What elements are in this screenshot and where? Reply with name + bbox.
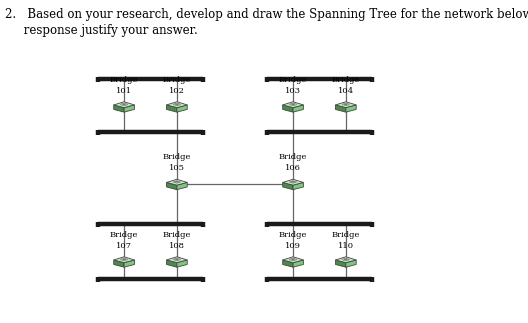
Text: 104: 104 <box>338 87 354 95</box>
Ellipse shape <box>292 181 294 182</box>
Polygon shape <box>346 105 356 112</box>
Text: response justify your answer.: response justify your answer. <box>5 24 198 37</box>
Ellipse shape <box>345 103 347 105</box>
Polygon shape <box>177 105 187 112</box>
Ellipse shape <box>123 104 125 106</box>
Ellipse shape <box>176 182 178 183</box>
Text: Bridge: Bridge <box>110 76 138 84</box>
Text: Bridge: Bridge <box>279 76 307 84</box>
Polygon shape <box>124 260 135 267</box>
Text: 107: 107 <box>116 242 132 250</box>
Text: 110: 110 <box>338 242 354 250</box>
Ellipse shape <box>292 259 294 261</box>
Polygon shape <box>166 257 187 263</box>
Ellipse shape <box>345 259 347 261</box>
Ellipse shape <box>346 104 349 105</box>
Ellipse shape <box>176 104 178 106</box>
Text: Bridge: Bridge <box>163 153 191 161</box>
Ellipse shape <box>176 259 178 261</box>
Text: Bridge: Bridge <box>279 231 307 239</box>
Polygon shape <box>166 260 177 267</box>
Text: 105: 105 <box>169 164 185 172</box>
Ellipse shape <box>345 104 347 106</box>
Text: 103: 103 <box>285 87 301 95</box>
Text: 2.   Based on your research, develop and draw the Spanning Tree for the network : 2. Based on your research, develop and d… <box>5 8 528 21</box>
Polygon shape <box>335 260 346 267</box>
Polygon shape <box>346 260 356 267</box>
Polygon shape <box>282 179 304 185</box>
Ellipse shape <box>343 104 345 105</box>
Text: Bridge: Bridge <box>332 76 360 84</box>
Text: 101: 101 <box>116 87 132 95</box>
Ellipse shape <box>292 104 294 106</box>
Ellipse shape <box>123 258 125 260</box>
Ellipse shape <box>121 259 124 260</box>
Ellipse shape <box>176 181 178 182</box>
Ellipse shape <box>174 104 176 105</box>
Text: Bridge: Bridge <box>332 231 360 239</box>
Polygon shape <box>282 182 293 190</box>
Ellipse shape <box>294 181 296 182</box>
Ellipse shape <box>292 182 294 183</box>
Ellipse shape <box>174 181 176 182</box>
Polygon shape <box>293 105 304 112</box>
Polygon shape <box>282 102 304 108</box>
Text: 106: 106 <box>285 164 301 172</box>
Polygon shape <box>177 260 187 267</box>
Polygon shape <box>282 105 293 112</box>
Text: 102: 102 <box>169 87 185 95</box>
Ellipse shape <box>343 259 345 260</box>
Polygon shape <box>335 102 356 108</box>
Polygon shape <box>335 257 356 263</box>
Ellipse shape <box>123 259 125 261</box>
Ellipse shape <box>121 104 124 105</box>
Ellipse shape <box>345 258 347 260</box>
Polygon shape <box>166 102 187 108</box>
Ellipse shape <box>125 104 127 105</box>
Ellipse shape <box>177 104 180 105</box>
Ellipse shape <box>123 103 125 105</box>
Ellipse shape <box>290 259 293 260</box>
Polygon shape <box>114 102 135 108</box>
Ellipse shape <box>176 258 178 260</box>
Polygon shape <box>114 257 135 263</box>
Polygon shape <box>166 182 177 190</box>
Ellipse shape <box>177 181 180 182</box>
Polygon shape <box>114 260 124 267</box>
Text: 108: 108 <box>169 242 185 250</box>
Text: Bridge: Bridge <box>279 153 307 161</box>
Ellipse shape <box>290 104 293 105</box>
Polygon shape <box>114 105 124 112</box>
Polygon shape <box>282 257 304 263</box>
Polygon shape <box>166 105 177 112</box>
Text: Bridge: Bridge <box>163 76 191 84</box>
Ellipse shape <box>177 259 180 260</box>
Ellipse shape <box>292 258 294 260</box>
Polygon shape <box>124 105 135 112</box>
Polygon shape <box>166 179 187 185</box>
Polygon shape <box>335 105 346 112</box>
Ellipse shape <box>176 103 178 105</box>
Text: Bridge: Bridge <box>110 231 138 239</box>
Polygon shape <box>282 260 293 267</box>
Ellipse shape <box>294 259 296 260</box>
Ellipse shape <box>346 259 349 260</box>
Ellipse shape <box>292 103 294 105</box>
Ellipse shape <box>294 104 296 105</box>
Ellipse shape <box>174 259 176 260</box>
Ellipse shape <box>125 259 127 260</box>
Polygon shape <box>293 182 304 190</box>
Text: Bridge: Bridge <box>163 231 191 239</box>
Polygon shape <box>177 182 187 190</box>
Text: 109: 109 <box>285 242 301 250</box>
Ellipse shape <box>290 181 293 182</box>
Polygon shape <box>293 260 304 267</box>
